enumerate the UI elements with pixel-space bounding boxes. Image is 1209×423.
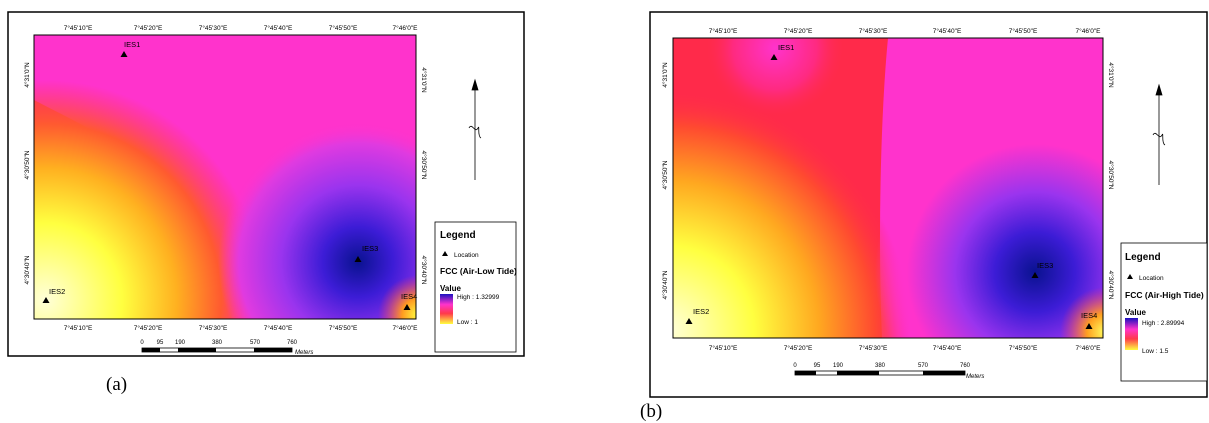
coord-left-label: 4°31'0"N: [661, 62, 669, 88]
legend-location-label: Location: [1139, 275, 1164, 282]
coord-bottom-label: 7°45'50"E: [329, 324, 358, 332]
coord-top-label: 7°45'10"E: [709, 27, 738, 35]
coord-top-label: 7°45'40"E: [933, 27, 962, 35]
legend-low-label: Low : 1.5: [1142, 348, 1169, 355]
station-label: IES4: [1081, 311, 1097, 320]
station-label: IES2: [49, 287, 65, 296]
coord-top-label: 7°45'50"E: [1009, 27, 1038, 35]
coord-right-label: 4°30'40"N: [1107, 271, 1115, 300]
coord-top-label: 7°45'10"E: [64, 24, 93, 32]
scale-tick: 760: [287, 340, 298, 346]
coord-bottom-label: 7°45'40"E: [933, 344, 962, 352]
coord-bottom-label: 7°46'0"E: [1076, 344, 1102, 352]
coord-right-label: 4°30'50"N: [420, 151, 428, 180]
coord-top-label: 7°45'30"E: [859, 27, 888, 35]
scale-tick: 95: [814, 363, 821, 369]
caption-b: (b): [640, 401, 663, 422]
caption-a: (a): [106, 374, 128, 395]
location-triangle-icon: [770, 54, 778, 60]
coord-top-label: 7°46'0"E: [1076, 27, 1102, 35]
station-label: IES4: [401, 292, 417, 301]
scale-tick: 380: [875, 363, 886, 369]
legend-location-label: Location: [454, 252, 479, 259]
coord-bottom-label: 7°45'20"E: [134, 324, 163, 332]
coord-bottom-label: 7°45'20"E: [784, 344, 813, 352]
coord-top-label: 7°46'0"E: [393, 24, 419, 32]
location-triangle-icon: [120, 51, 128, 57]
location-triangle-icon: [42, 297, 50, 303]
coord-left-label: 4°31'0"N: [23, 62, 31, 88]
coord-bottom-label: 7°45'40"E: [264, 324, 293, 332]
scale-tick: 95: [157, 340, 164, 346]
station-label: IES1: [778, 43, 794, 52]
legend-color-ramp: [1125, 318, 1138, 350]
legend-color-ramp: [440, 294, 453, 324]
coord-left-label: 4°30'50"N: [661, 160, 669, 189]
location-triangle-icon: [685, 318, 693, 324]
map-panel-b: 7°45'10"E 7°45'20"E 7°45'30"E 7°45'40"E …: [649, 11, 1208, 398]
station-label: IES3: [362, 244, 378, 253]
coord-left-label: 4°30'40"N: [661, 270, 669, 299]
coord-top-label: 7°45'50"E: [329, 24, 358, 32]
coord-left-label: 4°30'50"N: [23, 150, 31, 179]
scale-bar: 0 95 190 380 570 760 Meters: [140, 340, 313, 356]
coord-bottom-label: 7°46'0"E: [393, 324, 419, 332]
coord-left-label: 4°30'40"N: [23, 255, 31, 284]
station-label: IES3: [1037, 261, 1053, 270]
coord-top-label: 7°45'40"E: [264, 24, 293, 32]
scale-tick: 570: [918, 363, 929, 369]
scale-bar: 0 95 190 380 570 760 Meters: [793, 363, 984, 380]
map-neatline: [672, 37, 1104, 339]
map-panel-a: 7°45'10"E 7°45'20"E 7°45'30"E 7°45'40"E …: [7, 11, 525, 357]
scale-tick: 760: [960, 363, 971, 369]
legend-high-label: High : 2.89994: [1142, 320, 1185, 327]
location-triangle-icon: [354, 256, 362, 262]
legend-title: Legend: [440, 230, 476, 241]
legend-high-label: High : 1.32999: [457, 294, 500, 301]
scale-tick: 190: [833, 363, 844, 369]
location-triangle-icon: [442, 251, 448, 256]
coord-right-label: 4°30'40"N: [420, 256, 428, 285]
interpolation-surface: [673, 38, 1103, 338]
coord-top-label: 7°45'30"E: [199, 24, 228, 32]
scale-tick: 570: [250, 340, 261, 346]
scale-tick: 0: [793, 363, 797, 369]
location-triangle-icon: [1085, 323, 1093, 329]
scale-tick: 0: [140, 340, 144, 346]
legend-layer-title: FCC (Air-High Tide): [1125, 290, 1204, 300]
legend-title: Legend: [1125, 252, 1161, 263]
legend-value-label: Value: [440, 284, 461, 293]
station-label: IES1: [124, 40, 140, 49]
coord-top-label: 7°45'20"E: [784, 27, 813, 35]
north-arrow-icon: [468, 78, 482, 180]
coord-right-label: 4°30'50"N: [1107, 161, 1115, 190]
scale-unit: Meters: [295, 350, 313, 356]
legend: Legend Location FCC (Air-High Tide) Valu…: [1120, 242, 1208, 382]
coord-bottom-label: 7°45'10"E: [709, 344, 738, 352]
scale-tick: 190: [175, 340, 186, 346]
coord-bottom-label: 7°45'30"E: [199, 324, 228, 332]
location-triangle-icon: [1031, 272, 1039, 278]
legend: Legend Location FCC (Air-Low Tide) Value…: [434, 221, 517, 353]
legend-value-label: Value: [1125, 308, 1146, 317]
north-arrow-icon: [1152, 83, 1166, 185]
coord-top-label: 7°45'20"E: [134, 24, 163, 32]
coord-bottom-label: 7°45'30"E: [859, 344, 888, 352]
coord-right-label: 4°31'0"N: [420, 67, 428, 93]
location-triangle-icon: [403, 304, 411, 310]
scale-tick: 380: [212, 340, 223, 346]
scale-unit: Meters: [966, 374, 984, 380]
coord-right-label: 4°31'0"N: [1107, 62, 1115, 88]
legend-low-label: Low : 1: [457, 319, 478, 326]
station-label: IES2: [693, 307, 709, 316]
interpolation-surface: [34, 35, 416, 319]
map-neatline: [33, 34, 417, 320]
legend-layer-title: FCC (Air-Low Tide): [440, 266, 517, 276]
coord-bottom-label: 7°45'50"E: [1009, 344, 1038, 352]
coord-bottom-label: 7°45'10"E: [64, 324, 93, 332]
location-triangle-icon: [1127, 274, 1133, 279]
